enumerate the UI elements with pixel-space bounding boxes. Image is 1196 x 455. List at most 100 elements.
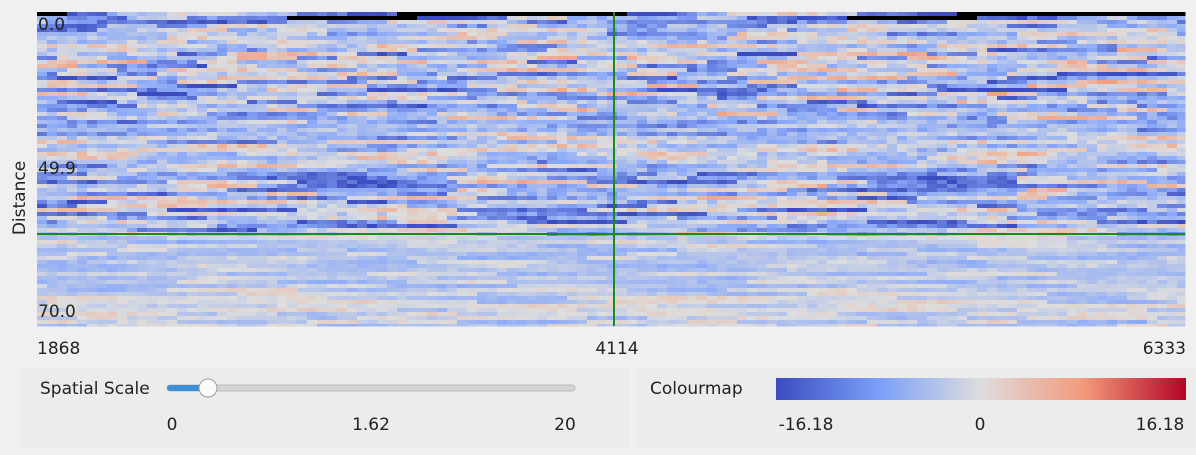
heat-cell	[87, 24, 98, 29]
heat-cell	[257, 184, 268, 189]
heat-cell	[967, 116, 978, 121]
heat-cell	[67, 168, 78, 173]
heat-cell	[567, 72, 578, 77]
heat-cell	[177, 172, 188, 177]
heat-cell	[547, 24, 558, 29]
heat-cell	[757, 180, 768, 185]
heat-cell	[167, 84, 178, 89]
heat-cell	[987, 48, 998, 53]
heat-cell	[967, 148, 978, 153]
heat-cell	[657, 152, 668, 157]
heat-cell	[257, 48, 268, 53]
heat-cell	[117, 108, 128, 113]
heat-cell	[1177, 160, 1186, 165]
heat-cell	[307, 184, 318, 189]
heat-cell	[247, 124, 258, 129]
heat-cell	[377, 172, 388, 177]
heat-cell	[957, 144, 968, 149]
heat-cell	[367, 96, 378, 101]
heat-cell	[1167, 128, 1178, 133]
heat-cell	[767, 128, 778, 133]
heat-cell	[407, 128, 418, 133]
heat-cell	[357, 76, 368, 81]
heat-cell	[697, 148, 708, 153]
heat-cell	[87, 84, 98, 89]
heat-cell	[237, 44, 248, 49]
heat-cell	[287, 184, 298, 189]
heat-cell	[797, 148, 808, 153]
heat-cell	[457, 84, 468, 89]
heat-cell	[477, 176, 488, 181]
heat-cell	[1157, 28, 1168, 33]
heat-cell	[447, 56, 458, 61]
heat-cell	[1047, 120, 1058, 125]
heat-cell	[917, 24, 928, 29]
heat-cell	[517, 176, 528, 181]
heat-cell	[327, 20, 338, 25]
heat-cell	[297, 12, 308, 17]
heat-cell	[547, 80, 558, 85]
heat-cell	[597, 28, 608, 33]
heat-cell	[927, 112, 938, 117]
heat-cell	[487, 24, 498, 29]
heat-cell	[387, 52, 398, 57]
heat-cell	[167, 24, 178, 29]
heat-cell	[217, 120, 228, 125]
heat-cell	[657, 72, 668, 77]
heat-cell	[117, 184, 128, 189]
heat-cell	[327, 136, 338, 141]
heat-cell	[977, 116, 988, 121]
heat-cell	[287, 120, 298, 125]
heat-cell	[647, 160, 658, 165]
heat-cell	[927, 60, 938, 65]
heat-cell	[477, 88, 488, 93]
heat-cell	[397, 44, 408, 49]
heat-cell	[337, 96, 348, 101]
heat-cell	[117, 56, 128, 61]
heat-cell	[337, 88, 348, 93]
heat-cell	[807, 148, 818, 153]
heat-cell	[297, 160, 308, 165]
heat-cell	[487, 104, 498, 109]
heat-cell	[487, 36, 498, 41]
heat-cell	[367, 116, 378, 121]
heat-cell	[917, 28, 928, 33]
heat-cell	[357, 160, 368, 165]
heat-cell	[97, 116, 108, 121]
heat-cell	[967, 128, 978, 133]
heat-cell	[347, 164, 358, 169]
heat-cell	[587, 72, 598, 77]
heat-cell	[317, 16, 328, 21]
heat-cell	[87, 108, 98, 113]
heat-cell	[137, 120, 148, 125]
heat-cell	[267, 136, 278, 141]
heat-cell	[1087, 152, 1098, 157]
heat-cell	[507, 144, 518, 149]
heat-cell	[707, 136, 718, 141]
heat-cell	[147, 100, 158, 105]
heat-cell	[937, 68, 948, 73]
heat-cell	[537, 60, 548, 65]
heat-cell	[847, 136, 858, 141]
heat-cell	[787, 136, 798, 141]
heat-cell	[307, 164, 318, 169]
heat-cell	[877, 132, 888, 137]
heat-cell	[277, 68, 288, 73]
heat-cell	[77, 164, 88, 169]
heat-cell	[357, 120, 368, 125]
heat-cell	[557, 108, 568, 113]
heat-cell	[877, 44, 888, 49]
heat-cell	[387, 168, 398, 173]
heat-cell	[117, 180, 128, 185]
heat-cell	[57, 28, 68, 33]
heat-cell	[187, 172, 198, 177]
heat-cell	[287, 92, 298, 97]
heat-cell	[357, 92, 368, 97]
heat-cell	[407, 168, 418, 173]
heat-cell	[1017, 68, 1028, 73]
heat-cell	[237, 112, 248, 117]
heat-cell	[47, 176, 58, 181]
heat-cell	[987, 32, 998, 37]
heat-cell	[1047, 84, 1058, 89]
heat-cell	[977, 180, 988, 185]
